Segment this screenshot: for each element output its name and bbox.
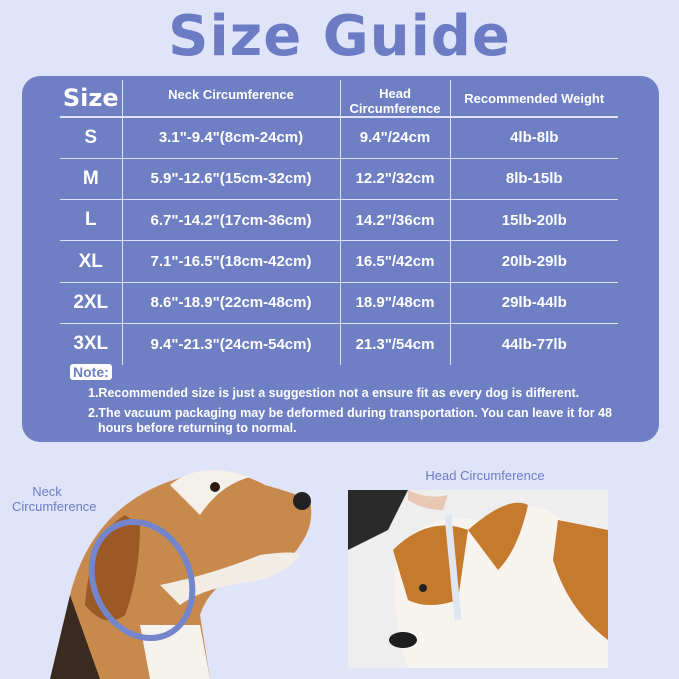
- cell-head: 18.9"/48cm: [339, 281, 450, 324]
- page-title: Size Guide: [168, 4, 511, 69]
- head-circumference-label: Head Circumference: [425, 468, 545, 483]
- size-table-card: Size Neck Circumference Head Circumferen…: [22, 76, 659, 442]
- table-row: 2XL 8.6"-18.9"(22cm-48cm) 18.9"/48cm 29lb-4…: [60, 281, 618, 324]
- cell-head: 21.3"/54cm: [339, 322, 450, 365]
- cell-size: S: [60, 115, 122, 159]
- header-head-text: Head Circumference: [349, 86, 441, 116]
- beagle-photo: [50, 470, 312, 679]
- cell-size: 2XL: [60, 281, 122, 324]
- cell-head: 14.2"/36cm: [339, 199, 450, 241]
- cell-size: M: [60, 157, 122, 200]
- cell-neck: 7.1"-16.5"(18cm-42cm): [121, 240, 340, 283]
- cell-neck: 8.6"-18.9"(22cm-48cm): [121, 281, 340, 324]
- cell-size: L: [60, 199, 122, 241]
- table-row: 3XL 9.4"-21.3"(24cm-54cm) 21.3"/54cm 44lb-7…: [60, 322, 618, 365]
- corgi-illustration: [348, 490, 608, 668]
- size-table: Size Neck Circumference Head Circumferen…: [60, 80, 618, 365]
- cell-weight: 15lb-20lb: [449, 199, 618, 241]
- note-item: 2.The vacuum packaging may be deformed d…: [88, 406, 612, 435]
- table-row: L 6.7"-14.2"(17cm-36cm) 14.2"/36cm 15lb-20l…: [60, 199, 618, 241]
- cell-neck: 9.4"-21.3"(24cm-54cm): [121, 322, 340, 365]
- cell-weight: 20lb-29lb: [449, 240, 618, 283]
- header-head: Head Circumference: [339, 80, 450, 117]
- cell-size: XL: [60, 240, 122, 283]
- table-header: Size Neck Circumference Head Circumferen…: [60, 80, 618, 117]
- header-neck: Neck Circumference: [121, 80, 340, 117]
- note-label: Note:: [70, 364, 112, 380]
- cell-weight: 4lb-8lb: [449, 115, 618, 159]
- table-row: XL 7.1"-16.5"(18cm-42cm) 16.5"/42cm 20lb-29…: [60, 240, 618, 283]
- cell-head: 9.4"/24cm: [339, 115, 450, 159]
- table-row: S 3.1"-9.4"(8cm-24cm) 9.4"/24cm 4lb-8lb: [60, 115, 618, 159]
- table-row: M 5.9"-12.6"(15cm-32cm) 12.2"/32cm 8lb-15lb: [60, 157, 618, 200]
- cell-weight: 44lb-77lb: [449, 322, 618, 365]
- cell-neck: 3.1"-9.4"(8cm-24cm): [121, 115, 340, 159]
- note-item: 1.Recommended size is just a suggestion …: [88, 386, 580, 400]
- header-weight: Recommended Weight: [449, 80, 618, 117]
- header-size: Size: [62, 84, 119, 112]
- cell-weight: 29lb-44lb: [449, 281, 618, 324]
- corgi-photo: [348, 490, 608, 668]
- cell-neck: 6.7"-14.2"(17cm-36cm): [121, 199, 340, 241]
- notes-list: 1.Recommended size is just a suggestion …: [88, 386, 628, 441]
- cell-head: 16.5"/42cm: [339, 240, 450, 283]
- cell-head: 12.2"/32cm: [339, 157, 450, 200]
- cell-neck: 5.9"-12.6"(15cm-32cm): [121, 157, 340, 200]
- neck-circumference-label: Neck Circumference: [12, 484, 97, 514]
- cell-weight: 8lb-15lb: [449, 157, 618, 200]
- cell-size: 3XL: [60, 322, 122, 365]
